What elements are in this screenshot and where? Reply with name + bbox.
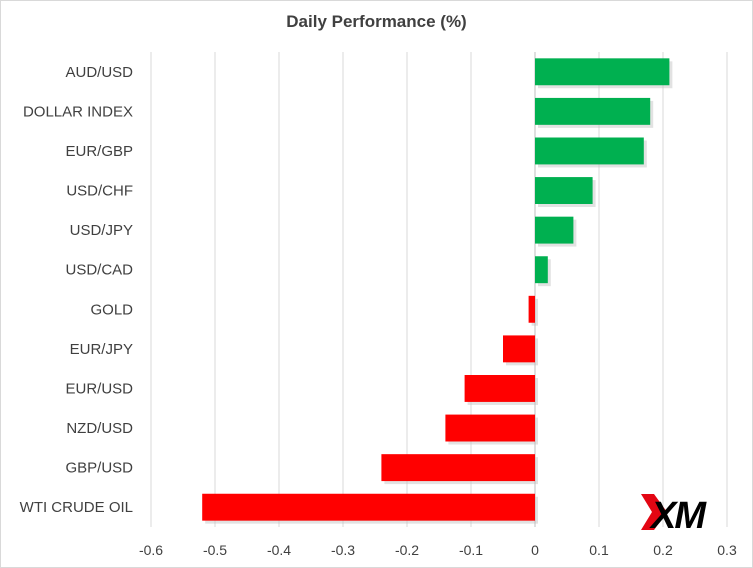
category-label: GOLD <box>90 301 133 318</box>
bar-eur-gbp <box>535 137 644 165</box>
x-tick-label: -0.6 <box>139 542 163 558</box>
bar-gbp-usd <box>381 454 535 482</box>
x-tick-label: -0.2 <box>395 542 419 558</box>
category-label: USD/CAD <box>65 262 133 279</box>
bar-aud-usd <box>535 58 670 86</box>
category-label: USD/JPY <box>70 222 133 239</box>
x-tick-label: -0.1 <box>459 542 483 558</box>
chart-title: Daily Performance (%) <box>286 12 467 31</box>
x-tick-label: -0.5 <box>203 542 227 558</box>
bar-dollar-index <box>535 97 651 125</box>
tick-labels: -0.6 -0.5 -0.4 -0.3 -0.2 -0.1 0 0.1 0.2 0.3 <box>139 542 737 558</box>
category-label: EUR/JPY <box>70 341 133 358</box>
x-tick-label: 0.3 <box>717 542 737 558</box>
bar-eur-usd <box>464 375 535 402</box>
category-label: AUD/USD <box>65 64 133 81</box>
gridlines <box>150 52 728 527</box>
x-tick-label: -0.4 <box>267 542 291 558</box>
category-label: GBP/USD <box>65 460 133 477</box>
category-label: EUR/GBP <box>65 143 133 160</box>
category-label: WTI CRUDE OIL <box>20 499 133 516</box>
bar-usd-cad <box>535 256 548 284</box>
category-label: USD/CHF <box>66 183 133 200</box>
category-label: EUR/USD <box>65 380 133 397</box>
x-tick-label: 0.2 <box>653 542 673 558</box>
bar-usd-chf <box>535 177 593 204</box>
xm-logo-mark <box>641 494 667 530</box>
xm-logo-text: XM <box>649 495 707 537</box>
category-labels: AUD/USD DOLLAR INDEX EUR/GBP USD/CHF USD/JPY… <box>20 64 134 516</box>
bar-nzd-usd <box>445 414 535 442</box>
bar-gold <box>528 295 535 323</box>
category-label: NZD/USD <box>66 420 133 437</box>
bar-eur-jpy <box>503 335 535 363</box>
xm-logo: XM <box>641 494 709 537</box>
x-tick-label: -0.3 <box>331 542 355 558</box>
x-tick-label: 0.1 <box>589 542 609 558</box>
category-label: DOLLAR INDEX <box>23 103 133 120</box>
bar-usd-jpy <box>535 216 574 244</box>
x-tick-label: 0 <box>531 542 539 558</box>
bars <box>202 58 673 524</box>
bar-wti-crude-oil <box>202 493 535 521</box>
